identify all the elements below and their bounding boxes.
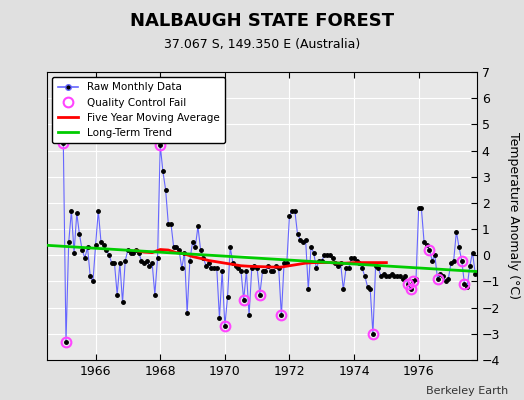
Text: NALBAUGH STATE FOREST: NALBAUGH STATE FOREST [130,12,394,30]
Legend: Raw Monthly Data, Quality Control Fail, Five Year Moving Average, Long-Term Tren: Raw Monthly Data, Quality Control Fail, … [52,77,225,143]
Text: 37.067 S, 149.350 E (Australia): 37.067 S, 149.350 E (Australia) [164,38,360,51]
Y-axis label: Temperature Anomaly (°C): Temperature Anomaly (°C) [507,132,519,300]
Text: Berkeley Earth: Berkeley Earth [426,386,508,396]
